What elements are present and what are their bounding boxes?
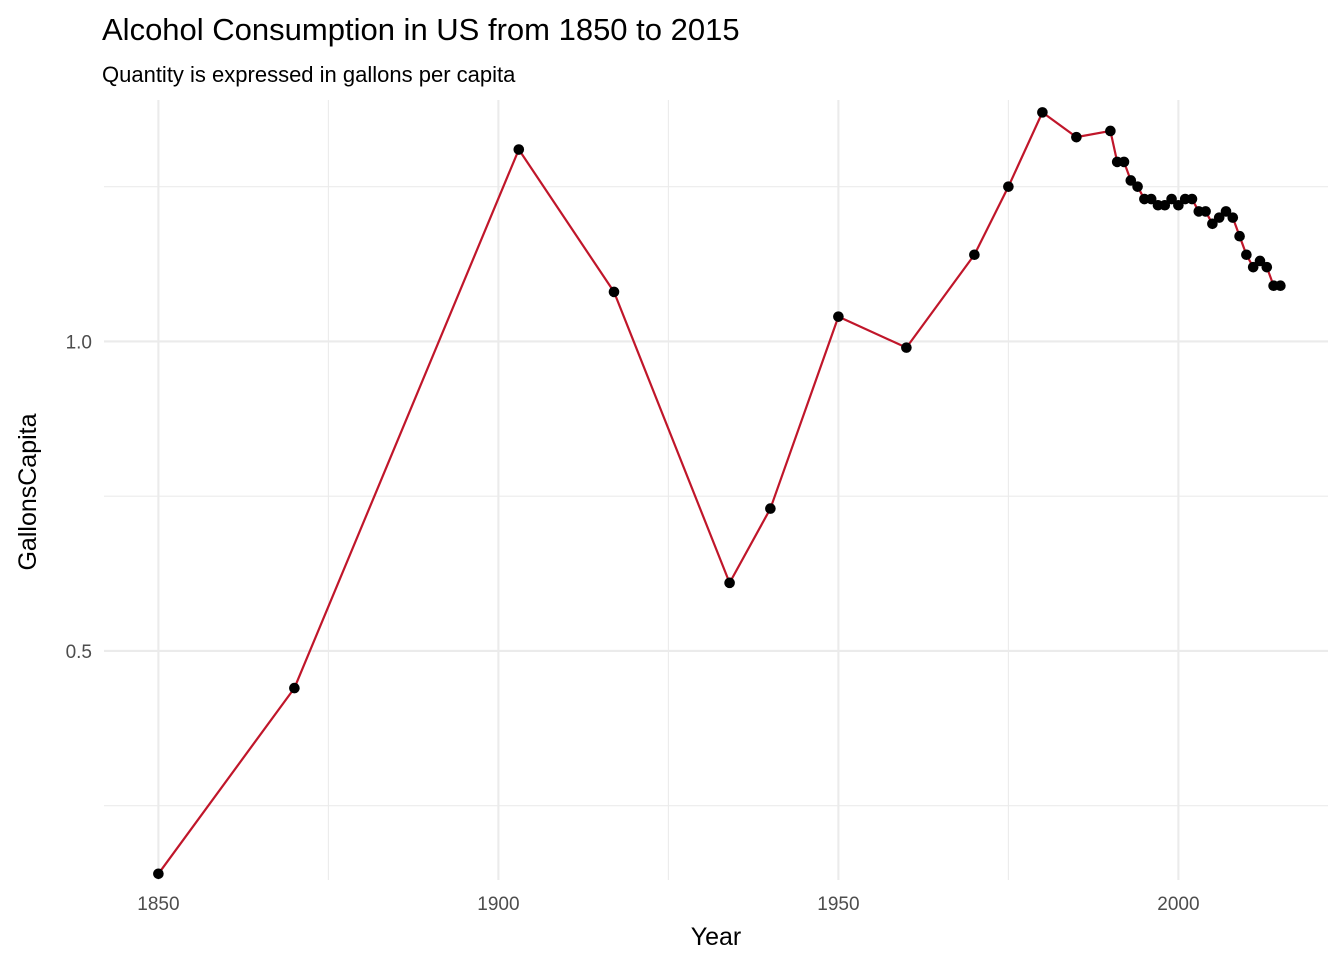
data-point [1173, 199, 1184, 211]
data-point [608, 286, 620, 298]
y-tick-label: 1.0 [66, 332, 92, 353]
x-tick-label: 1850 [137, 894, 179, 915]
data-point [1254, 255, 1266, 267]
data-point [1037, 107, 1048, 118]
data-point [765, 503, 776, 514]
data-point [1159, 199, 1171, 211]
data-point [1166, 193, 1177, 205]
x-tick-label: 2000 [1157, 894, 1199, 915]
data-point [1220, 206, 1232, 217]
series-layer [153, 107, 1286, 880]
grid [104, 100, 1328, 880]
x-tick-label: 1950 [817, 894, 859, 915]
data-point [1234, 230, 1245, 242]
data-point [289, 682, 300, 694]
data-point [833, 311, 844, 322]
data-point [1105, 125, 1116, 137]
x-axis-title: Year [691, 923, 742, 951]
data-point [1145, 193, 1157, 205]
data-point [1261, 261, 1273, 273]
data-point [1247, 261, 1259, 273]
data-point [1118, 156, 1130, 168]
tick-labels: 1850 1900 1950 2000 0.5 1.0 [66, 332, 1200, 915]
data-point [1227, 212, 1239, 223]
data-point [969, 249, 980, 261]
data-point [901, 342, 912, 353]
data-point [1200, 206, 1211, 217]
x-tick-label: 1900 [477, 894, 519, 915]
data-point [1132, 181, 1143, 192]
chart-title: Alcohol Consumption in US from 1850 to 2… [102, 12, 740, 47]
data-point [1213, 212, 1225, 223]
y-axis-title: GallonsCapita [14, 413, 42, 570]
chart-subtitle: Quantity is expressed in gallons per cap… [102, 62, 516, 87]
data-point [1241, 249, 1252, 261]
series-line [157, 111, 1281, 875]
data-point [1186, 193, 1198, 205]
data-point [1125, 175, 1137, 186]
data-point [1207, 218, 1218, 230]
data-point [724, 577, 735, 589]
data-point [153, 868, 164, 880]
data-point [1275, 280, 1286, 292]
y-tick-label: 0.5 [66, 642, 92, 663]
data-point [1071, 131, 1082, 143]
data-point [1003, 181, 1014, 192]
data-point [513, 144, 525, 155]
